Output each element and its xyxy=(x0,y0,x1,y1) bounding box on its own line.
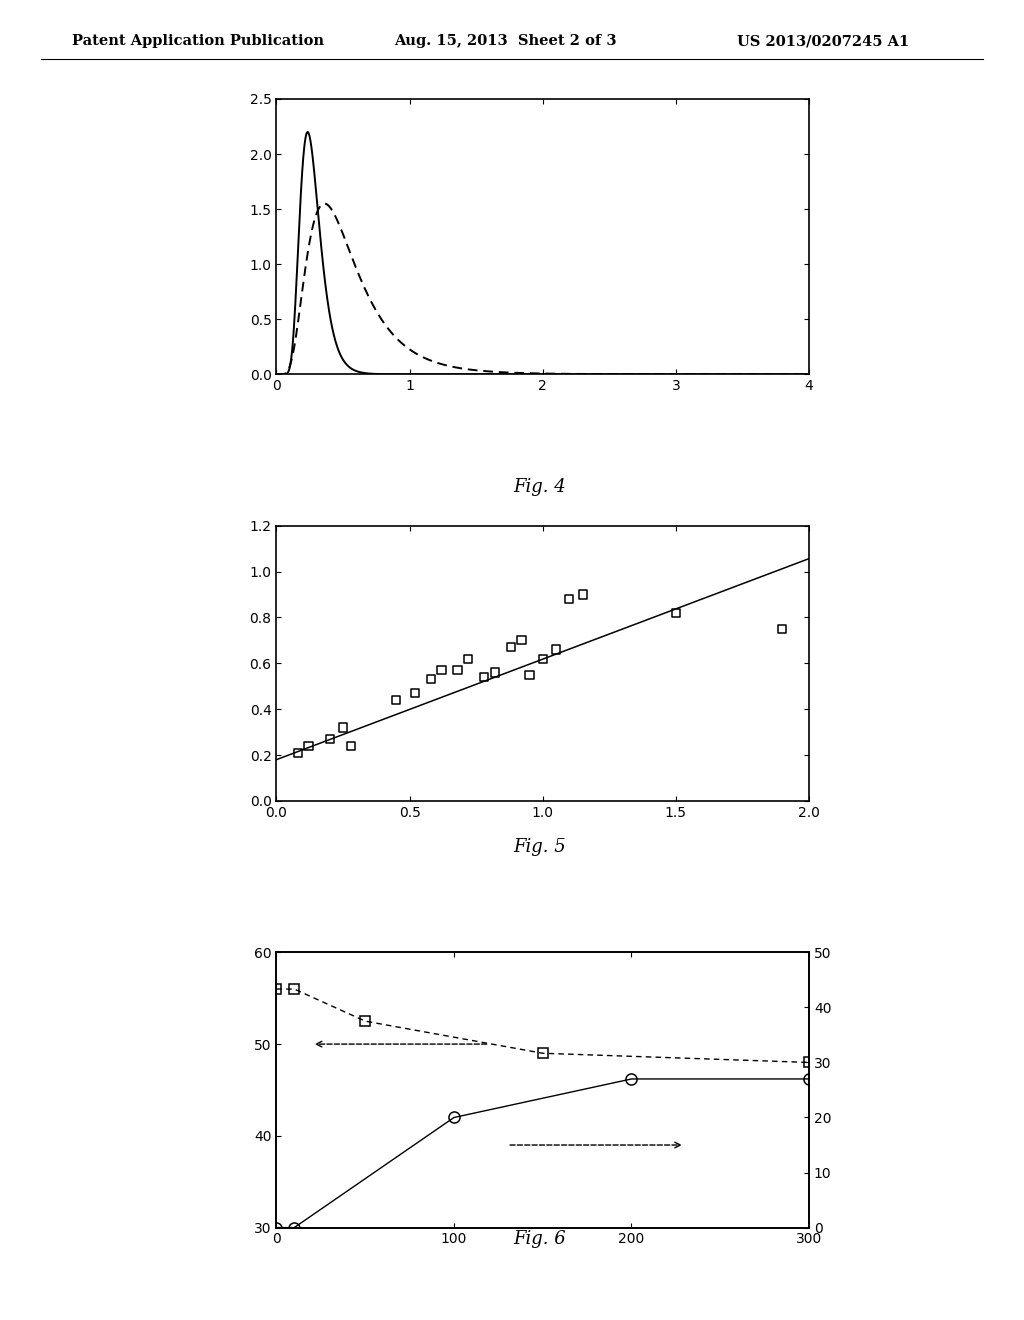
Point xyxy=(433,660,450,681)
Point xyxy=(668,602,684,623)
Point xyxy=(423,669,439,690)
Point xyxy=(521,664,538,685)
Point xyxy=(388,689,404,710)
Point xyxy=(476,667,493,688)
Point xyxy=(513,630,529,651)
Point xyxy=(548,639,564,660)
Text: Aug. 15, 2013  Sheet 2 of 3: Aug. 15, 2013 Sheet 2 of 3 xyxy=(394,34,616,49)
Point xyxy=(460,648,476,669)
Point xyxy=(343,735,359,756)
Text: US 2013/0207245 A1: US 2013/0207245 A1 xyxy=(737,34,909,49)
Point xyxy=(574,583,591,605)
Point xyxy=(535,648,551,669)
Text: Fig. 5: Fig. 5 xyxy=(513,838,566,857)
Text: Fig. 6: Fig. 6 xyxy=(513,1230,566,1249)
Point xyxy=(486,661,503,682)
Point xyxy=(335,717,351,738)
Point xyxy=(774,618,791,639)
Text: Fig. 4: Fig. 4 xyxy=(513,478,566,496)
Point xyxy=(407,682,423,704)
Point xyxy=(450,660,466,681)
Point xyxy=(322,729,338,750)
Point xyxy=(561,589,578,610)
Point xyxy=(503,636,519,657)
Point xyxy=(300,735,316,756)
Text: Patent Application Publication: Patent Application Publication xyxy=(72,34,324,49)
Point xyxy=(290,742,306,763)
